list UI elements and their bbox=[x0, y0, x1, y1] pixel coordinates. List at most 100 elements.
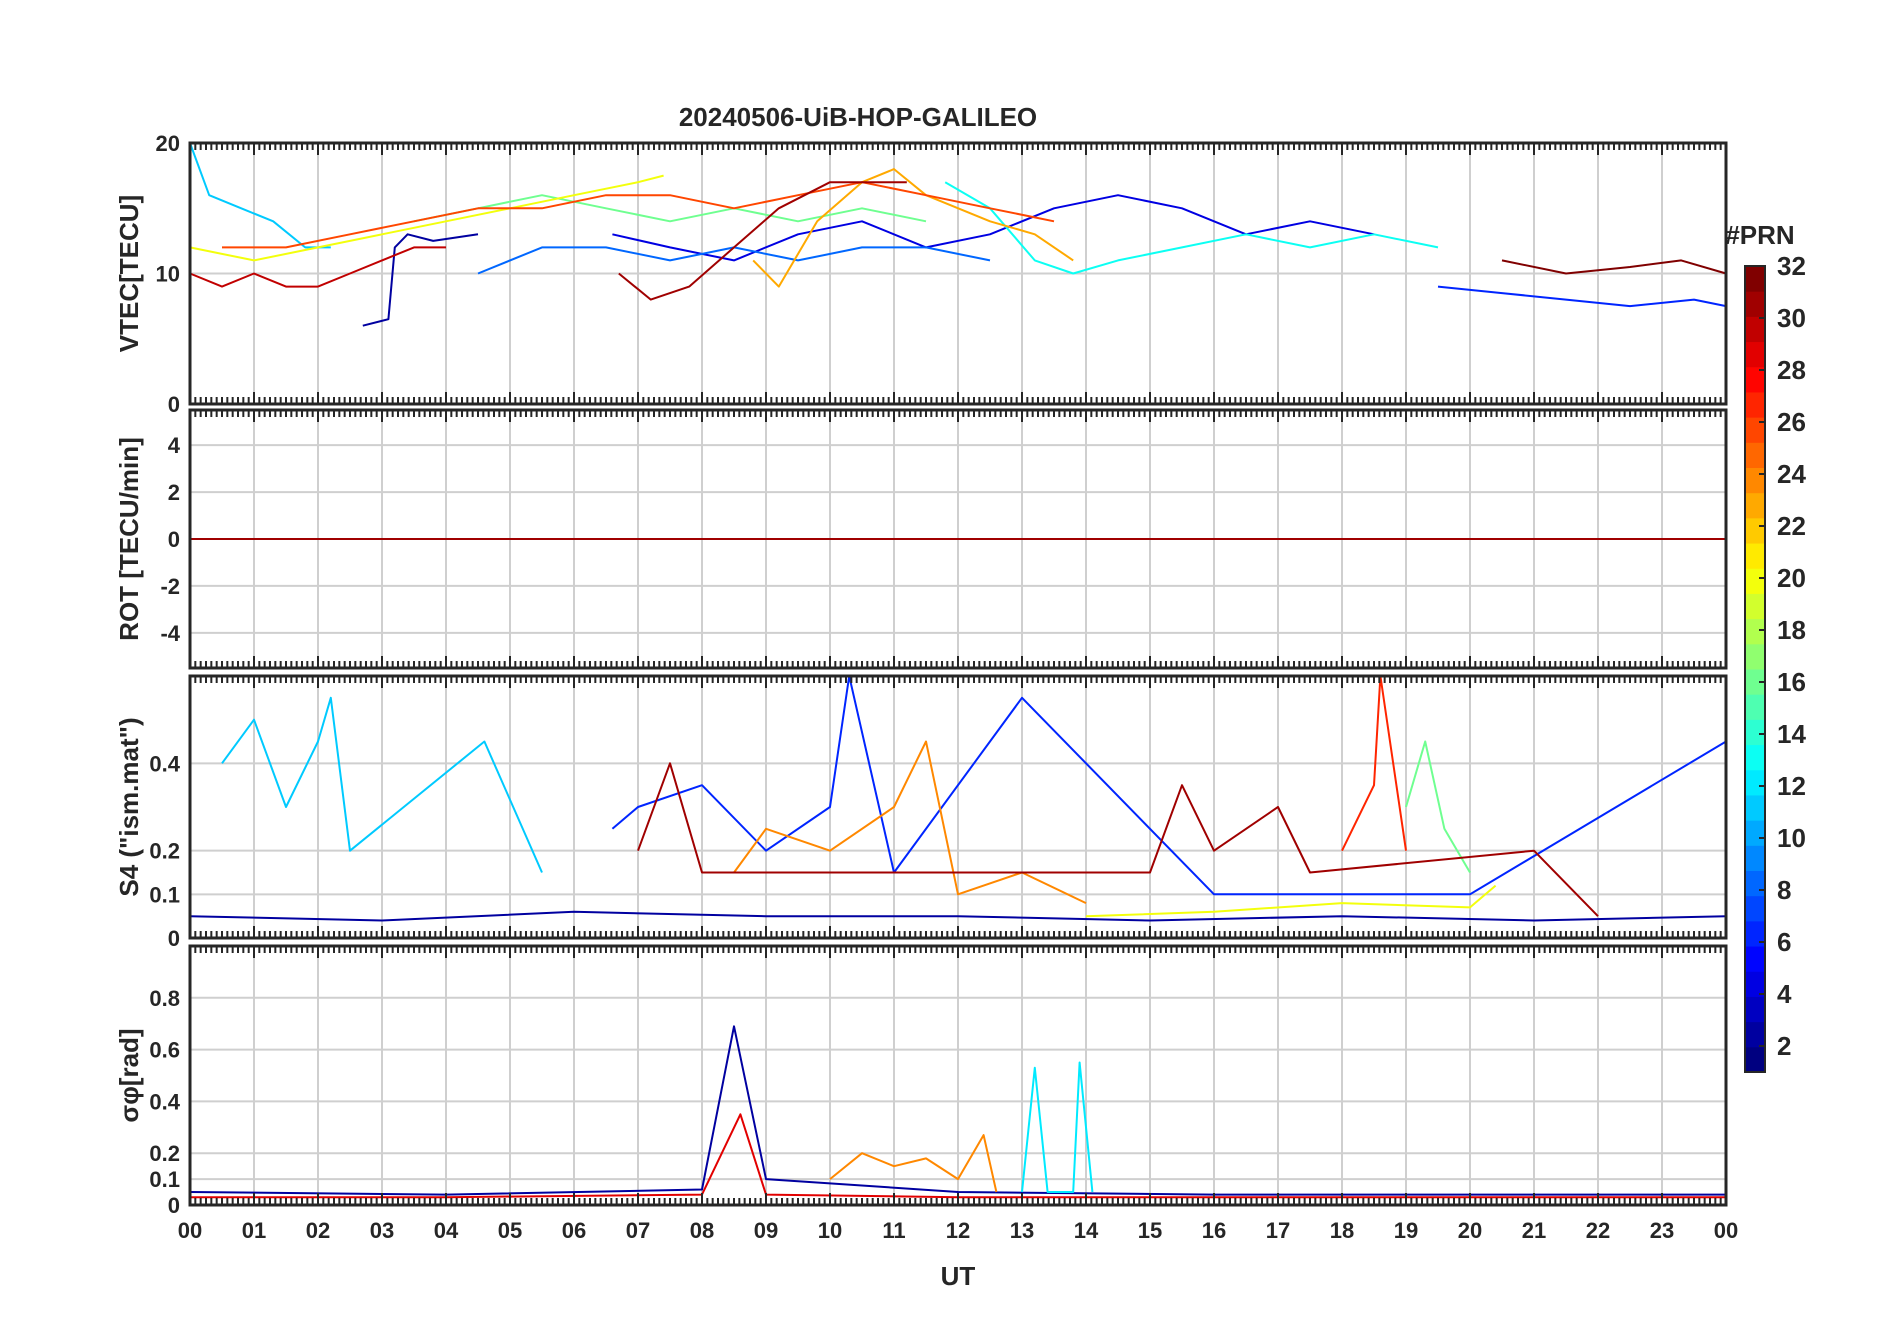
colorbar-step bbox=[1745, 568, 1765, 594]
colorbar-step bbox=[1745, 492, 1765, 519]
series-prn-23 bbox=[752, 168, 1074, 288]
series-prn-11 bbox=[221, 696, 543, 873]
colorbar-tick-label: 14 bbox=[1777, 719, 1806, 749]
colorbar-step bbox=[1745, 618, 1765, 645]
y-tick-label: 0.4 bbox=[149, 751, 180, 776]
colorbar-tick-label: 30 bbox=[1777, 303, 1806, 333]
x-tick-label: 17 bbox=[1266, 1218, 1290, 1243]
colorbar-tick-label: 18 bbox=[1777, 615, 1806, 645]
colorbar-step bbox=[1745, 593, 1765, 620]
colorbar-step bbox=[1745, 719, 1765, 746]
y-tick-label: 4 bbox=[168, 433, 181, 458]
series-prn-2 bbox=[362, 233, 479, 327]
colorbar-step bbox=[1745, 442, 1765, 468]
colorbar-step bbox=[1745, 744, 1765, 771]
colorbar-step bbox=[1745, 870, 1765, 897]
series-prn-16 bbox=[1405, 740, 1471, 874]
colorbar-step bbox=[1745, 1046, 1765, 1073]
y-axis-label: VTEC[TECU] bbox=[114, 195, 144, 352]
panel-frame bbox=[188, 944, 1728, 1207]
series-prn-31 bbox=[618, 181, 907, 301]
series-prn-30 bbox=[189, 246, 446, 288]
colorbar-tick-label: 22 bbox=[1777, 511, 1806, 541]
colorbar-tick-label: 26 bbox=[1777, 407, 1806, 437]
colorbar-step bbox=[1745, 291, 1765, 317]
y-tick-label: 0 bbox=[168, 392, 180, 417]
series-prn-26 bbox=[222, 181, 1055, 249]
series-prn-31 bbox=[637, 762, 1599, 917]
colorbar-step bbox=[1745, 417, 1765, 443]
y-tick-label: 0.4 bbox=[149, 1089, 180, 1114]
colorbar-step bbox=[1745, 643, 1765, 670]
x-tick-label: 08 bbox=[690, 1218, 714, 1243]
colorbar-tick-label: 8 bbox=[1777, 875, 1791, 905]
series-prn-24 bbox=[733, 740, 1087, 905]
x-tick-label: 11 bbox=[882, 1218, 905, 1243]
x-tick-label: 00 bbox=[178, 1218, 202, 1243]
series-prn-20 bbox=[189, 174, 664, 262]
colorbar-step bbox=[1745, 467, 1765, 494]
colorbar-step bbox=[1745, 996, 1765, 1023]
colorbar-step bbox=[1745, 391, 1765, 418]
series-prn-11 bbox=[189, 142, 331, 249]
series-prn-27 bbox=[1341, 675, 1407, 852]
series-prn-6 bbox=[1437, 285, 1727, 308]
series-prn-2 bbox=[189, 910, 1727, 922]
y-tick-label: 0.1 bbox=[149, 882, 180, 907]
series-prn-2 bbox=[189, 1025, 1726, 1196]
x-tick-labels: 00 01 02 03 04 05 06 07 08 09 10 11 12 13 14 15 16 17 18 19… bbox=[178, 1218, 1738, 1243]
x-tick-label: 20 bbox=[1458, 1218, 1482, 1243]
x-tick-label: 07 bbox=[626, 1218, 650, 1243]
y-tick-label: -4 bbox=[160, 621, 180, 646]
colorbar-step bbox=[1745, 946, 1765, 972]
y-tick-label: 0.2 bbox=[149, 1141, 180, 1166]
x-tick-label: 03 bbox=[370, 1218, 394, 1243]
colorbar-step bbox=[1745, 895, 1765, 922]
panel-sigma_phi: 00.10.2 0.4 0.6 0.8σφ[rad] bbox=[114, 944, 1728, 1218]
x-tick-label: 18 bbox=[1330, 1218, 1354, 1243]
x-tick-label: 14 bbox=[1074, 1218, 1099, 1243]
y-tick-label: 0 bbox=[168, 926, 180, 951]
x-tick-label: 10 bbox=[818, 1218, 842, 1243]
series-prn-13 bbox=[944, 181, 1439, 275]
colorbar-tick-label: 32 bbox=[1777, 251, 1806, 281]
x-tick-label: 19 bbox=[1394, 1218, 1418, 1243]
panel-s4: 0 0.1 0.2 0.4S4 ("ism.mat") bbox=[114, 674, 1728, 951]
x-tick-label: 12 bbox=[946, 1218, 970, 1243]
panel-rot: -4 -2 0 2 4 ROT [TECU/min] bbox=[114, 408, 1728, 670]
colorbar-tick-label: 24 bbox=[1777, 459, 1806, 489]
x-tick-label: 13 bbox=[1010, 1218, 1034, 1243]
colorbar-step bbox=[1745, 971, 1765, 997]
colorbar-step bbox=[1745, 669, 1765, 695]
colorbar-step bbox=[1745, 694, 1765, 720]
y-axis-label: S4 ("ism.mat") bbox=[114, 717, 144, 896]
colorbar-step bbox=[1745, 366, 1765, 393]
x-tick-label: 15 bbox=[1138, 1218, 1162, 1243]
x-tick-label: 22 bbox=[1586, 1218, 1610, 1243]
x-tick-label: 00 bbox=[1714, 1218, 1738, 1243]
panel-vtec: 0 10 20 VTEC[TECU] bbox=[114, 131, 1728, 417]
x-tick-label: 21 bbox=[1522, 1218, 1546, 1243]
colorbar-tick-label: 4 bbox=[1777, 979, 1792, 1009]
series-prn-16 bbox=[413, 194, 927, 223]
colorbar-tick-label: 2 bbox=[1777, 1031, 1791, 1061]
colorbar-step bbox=[1745, 266, 1765, 292]
x-tick-label: 04 bbox=[434, 1218, 459, 1243]
panel-frame bbox=[188, 141, 1728, 406]
colorbar-tick-label: 28 bbox=[1777, 355, 1806, 385]
colorbar-step bbox=[1745, 543, 1765, 569]
colorbar-tick-label: 12 bbox=[1777, 771, 1806, 801]
y-tick-label: 0 bbox=[168, 1193, 180, 1218]
colorbar-step bbox=[1745, 769, 1765, 796]
x-tick-label: 02 bbox=[306, 1218, 330, 1243]
y-tick-label: 0.8 bbox=[149, 986, 180, 1011]
colorbar-frame bbox=[1744, 265, 1766, 1073]
colorbar-step bbox=[1745, 794, 1765, 821]
y-tick-label: 20 bbox=[156, 131, 180, 156]
colorbar-tick-label: 20 bbox=[1777, 563, 1806, 593]
colorbar-step bbox=[1745, 820, 1765, 846]
y-tick-label: 0.6 bbox=[149, 1038, 180, 1063]
y-tick-label: -2 bbox=[160, 574, 180, 599]
series-prn-24 bbox=[829, 1134, 998, 1193]
